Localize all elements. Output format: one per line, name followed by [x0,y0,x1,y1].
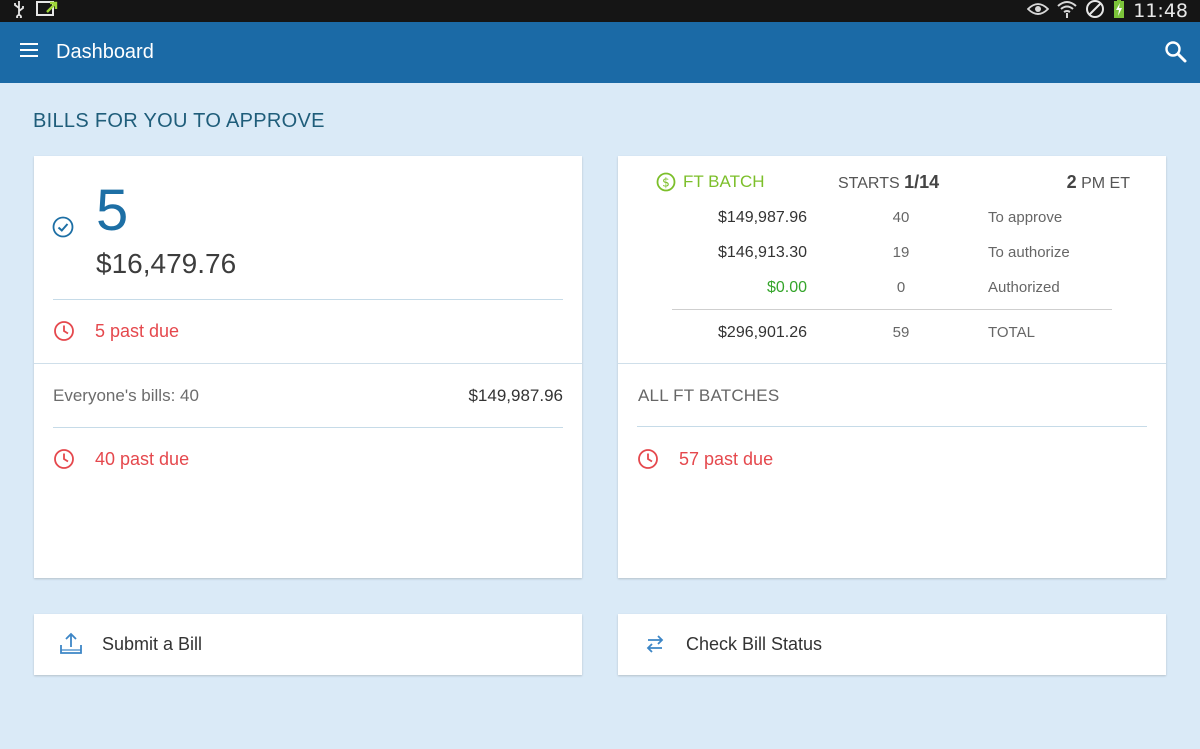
ft-row-count: 19 [892,244,910,261]
all-ft-batches-link[interactable]: ALL FT BATCHES [638,386,780,405]
everyones-bills-amount: $149,987.96 [468,386,563,405]
ft-total-label: TOTAL [988,324,1035,341]
check-bill-status-label: Check Bill Status [686,634,823,654]
submit-bill-label: Submit a Bill [102,634,203,654]
ft-batch-header: $ FT BATCH STARTS 1/14 2 PM ET [618,170,1166,196]
hamburger-menu-icon[interactable] [20,43,38,57]
clock-icon [53,448,75,470]
status-bar: 11:48 [0,0,1200,22]
ft-starts-date: 1/14 [904,172,940,192]
my-bills-card: 5 $16,479.76 5 past due Everyone's bills… [34,156,582,578]
divider [34,363,582,364]
ft-time-value: 2 [1066,172,1077,192]
bills-to-approve-amount: $16,479.76 [96,248,237,279]
past-due-text: 5 past due [95,320,180,341]
ft-row-count: 0 [896,279,906,296]
divider [672,309,1112,310]
section-title: BILLS FOR YOU TO APPROVE [33,110,325,132]
ft-row-label: To approve [988,209,1063,226]
bills-to-approve-count[interactable]: 5 [96,178,129,243]
ft-past-due-row[interactable]: 57 past due [637,448,773,470]
check-bill-status-button[interactable]: Check Bill Status [618,614,1166,675]
divider [618,363,1166,364]
swap-arrows-icon [642,631,668,657]
app-bar: Dashboard [0,22,1200,83]
ft-batch-label[interactable]: FT BATCH [683,172,765,191]
past-due-text: 40 past due [95,448,190,469]
ft-batch-card: $ FT BATCH STARTS 1/14 2 PM ET $149,987.… [618,156,1166,578]
divider [637,426,1147,427]
ft-batch-start: STARTS 1/14 [838,172,939,193]
everyones-bills-label[interactable]: Everyone's bills: 40 [53,386,199,405]
everyone-past-due-row[interactable]: 40 past due [53,448,189,470]
past-due-text: 57 past due [679,448,774,469]
ft-row-label: Authorized [988,279,1060,296]
ft-total-amount: $296,901.26 [718,324,807,341]
ft-row-to-approve[interactable]: $149,987.96 40 To approve [618,209,1166,231]
ft-row-count: 40 [892,209,910,226]
screen-cast-icon [36,0,58,23]
upload-icon [58,631,84,657]
ft-time-suffix: PM ET [1081,175,1130,192]
ft-row-amount: $149,987.96 [718,209,807,226]
wifi-icon [1057,0,1077,23]
my-past-due-row[interactable]: 5 past due [53,320,179,342]
ft-row-to-authorize[interactable]: $146,913.30 19 To authorize [618,244,1166,266]
search-icon[interactable] [1164,40,1188,64]
ft-batch-time: 2 PM ET [1067,172,1130,193]
clock: 11:48 [1133,0,1188,22]
dollar-circle-icon: $ [656,172,676,192]
battery-charging-icon [1113,0,1125,24]
ft-starts-prefix: STARTS [838,175,900,192]
check-circle-icon [52,216,74,238]
eye-icon [1026,1,1050,22]
clock-icon [637,448,659,470]
divider [53,427,563,428]
ft-row-authorized[interactable]: $0.00 0 Authorized [618,279,1166,301]
ft-total-count: 59 [892,324,910,341]
svg-text:$: $ [662,176,670,190]
ft-row-label: To authorize [988,244,1070,261]
submit-bill-button[interactable]: Submit a Bill [34,614,582,675]
ft-row-amount: $146,913.30 [718,244,807,261]
clock-icon [53,320,75,342]
app-bar-title: Dashboard [56,41,154,63]
ft-row-amount: $0.00 [766,279,807,296]
usb-icon [12,0,26,23]
divider [53,299,563,300]
ft-row-total: $296,901.26 59 TOTAL [618,324,1166,346]
blocked-icon [1085,0,1105,24]
